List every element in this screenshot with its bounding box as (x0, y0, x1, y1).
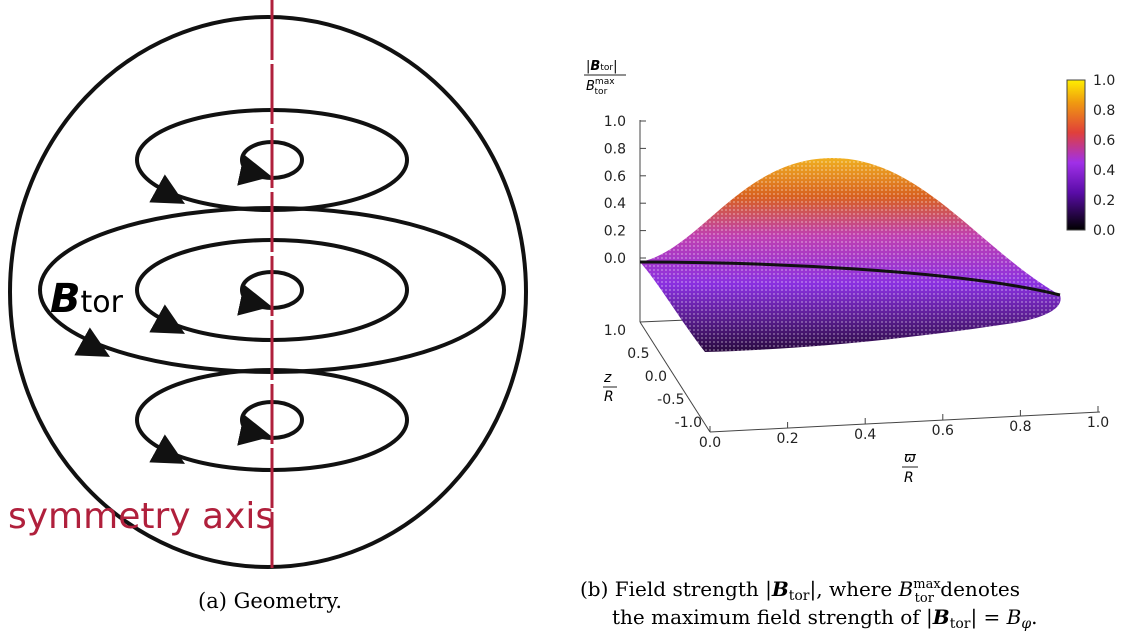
outer-sphere (8, 15, 528, 569)
colorbar (1066, 79, 1086, 231)
arrow (237, 154, 272, 186)
value-label: |Btor| (586, 59, 617, 74)
x-axis (709, 411, 1101, 433)
arrow (237, 284, 272, 316)
arrow (74, 327, 110, 357)
caption: (a) Geometry. (198, 589, 342, 613)
value-tick-label: 1.0 (604, 114, 626, 130)
colorbar-tick-label: 0.6 (1093, 133, 1115, 149)
x-tick-label: 1.0 (1087, 415, 1109, 431)
value-label-denominator: Bmax tor (586, 77, 615, 97)
axis-label: symmetry axis (8, 496, 274, 537)
panel-b: |Btor| Bmax tor z R ϖ R (b) Field strengt… (580, 59, 1101, 631)
x-label: ϖ (904, 450, 917, 466)
colorbar-tick-label: 0.2 (1093, 193, 1115, 209)
value-tick-label: 0.4 (604, 196, 626, 212)
colorbar-tick-label: 0.4 (1093, 163, 1115, 179)
caption-line: the maximum field strength of |Btor| = B… (612, 605, 1038, 631)
value-tick-label: 0.2 (604, 224, 626, 240)
z-axis (639, 321, 711, 433)
value-tick-label: 0.0 (604, 251, 626, 267)
colorbar-tick-label: 1.0 (1093, 73, 1115, 89)
z-tick-label: -0.5 (657, 392, 684, 408)
x-label-denominator: R (904, 470, 914, 486)
x-tick-label: 0.6 (932, 423, 954, 439)
value-tick-label: 0.8 (604, 141, 626, 157)
colorbar-tick-label: 0.0 (1093, 223, 1115, 239)
x-tick-label: 0.8 (1009, 419, 1031, 435)
x-tick-label: 0.4 (854, 427, 876, 443)
z-tick-label: 0.0 (645, 369, 667, 385)
colorbar-tick-label: 0.8 (1093, 103, 1115, 119)
z-label-denominator: R (604, 389, 614, 405)
caption-line: (b) Field strength |Btor|, where Bmax tor… (580, 577, 1020, 606)
arrow (149, 174, 185, 204)
z-tick-label: 1.0 (604, 323, 626, 339)
value-tick-label: 0.6 (604, 169, 626, 185)
x-tick-label: 0.2 (776, 431, 798, 447)
arrow (149, 434, 185, 464)
arrow (237, 414, 272, 446)
z-label: z (603, 370, 612, 386)
z-tick-label: -1.0 (675, 415, 702, 431)
field-label: Btor (50, 276, 124, 322)
z-tick-label: 0.5 (627, 346, 649, 362)
x-tick-label: 0.0 (699, 435, 721, 451)
surface-edge (639, 260, 1061, 297)
arrow (149, 304, 185, 334)
surface-mesh (640, 157, 1061, 352)
